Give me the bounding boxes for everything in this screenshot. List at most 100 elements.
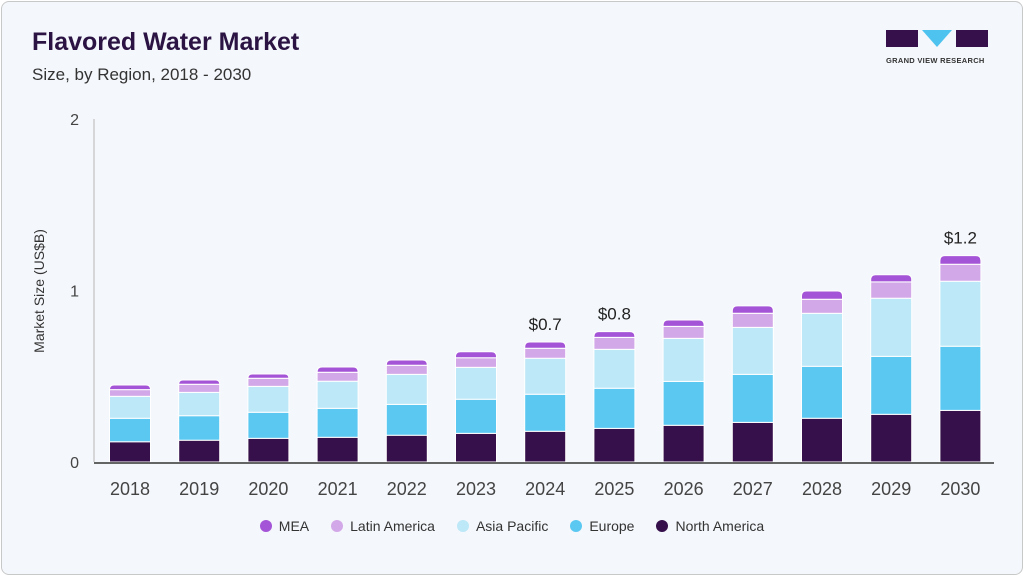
bar-segment-mea xyxy=(662,319,705,327)
bar-segment-europe xyxy=(455,398,497,434)
logo-mark-icon xyxy=(886,30,988,47)
bar-segment-asia-pacific xyxy=(524,357,567,395)
bar-segment-asia-pacific xyxy=(316,380,359,409)
bar-segment-mea xyxy=(247,373,290,379)
bar-segment-mea xyxy=(801,290,843,300)
bar-segment-latin-america xyxy=(455,357,497,368)
bar-segment-north-america xyxy=(524,430,567,463)
bar-segment-north-america xyxy=(247,437,290,463)
bar-segment-latin-america xyxy=(662,325,705,339)
bar-segment-north-america xyxy=(109,441,151,463)
bar-segment-asia-pacific xyxy=(385,373,428,405)
x-tick-label: 2022 xyxy=(387,479,427,499)
bar-segment-latin-america xyxy=(524,347,567,359)
legend-label: MEA xyxy=(278,518,310,534)
legend-item: North America xyxy=(656,518,764,534)
bar-segment-europe xyxy=(316,407,359,438)
legend-item: Latin America xyxy=(331,518,435,534)
legend: MEA Latin America Asia Pacific Europe North … xyxy=(2,518,1022,534)
x-tick-label: 2024 xyxy=(525,479,565,499)
bar-segment-latin-america xyxy=(385,364,428,375)
x-tick-label: 2029 xyxy=(871,479,911,499)
bar-segment-europe xyxy=(870,355,913,415)
logo-text: GRAND VIEW RESEARCH xyxy=(886,56,985,65)
bar-segment-latin-america xyxy=(801,298,843,314)
y-tick-label: 0 xyxy=(70,455,79,472)
grand-view-research-logo: GRAND VIEW RESEARCH xyxy=(886,30,988,65)
bar-segment-latin-america xyxy=(731,312,774,328)
bar-segment-latin-america xyxy=(593,336,636,350)
bar-segment-north-america xyxy=(316,436,359,463)
bar-segment-asia-pacific xyxy=(801,312,843,367)
bar-segment-asia-pacific xyxy=(247,385,290,413)
x-tick-label: 2023 xyxy=(456,479,496,499)
chart-subtitle: Size, by Region, 2018 - 2030 xyxy=(32,65,252,84)
x-tick-label: 2020 xyxy=(248,479,288,499)
legend-swatch-icon xyxy=(259,520,272,532)
bar-segment-mea xyxy=(870,274,913,283)
y-axis-title: Market Size (US$B) xyxy=(31,229,47,353)
bar-segment-mea xyxy=(385,359,428,366)
bar-segment-asia-pacific xyxy=(593,348,636,389)
legend-swatch-icon xyxy=(570,520,583,532)
x-tick-label: 2021 xyxy=(318,479,358,499)
bar-segment-latin-america xyxy=(247,377,290,387)
y-tick-label: 2 xyxy=(70,112,79,129)
bar-segment-europe xyxy=(939,345,982,411)
legend-label: North America xyxy=(675,518,765,534)
bar-segment-europe xyxy=(662,380,705,426)
x-tick-label: 2026 xyxy=(664,479,704,499)
bar-segment-asia-pacific xyxy=(870,297,913,357)
data-label: $0.7 xyxy=(529,315,562,334)
bar-segment-latin-america xyxy=(178,383,221,393)
x-tick-label: 2018 xyxy=(110,479,150,499)
bar-segment-mea xyxy=(593,331,636,338)
bar-segment-mea xyxy=(731,305,774,314)
bar-segment-asia-pacific xyxy=(662,337,705,382)
x-tick-label: 2025 xyxy=(594,479,634,499)
data-label: $1.2 xyxy=(944,229,977,248)
bar-segment-latin-america xyxy=(870,281,913,299)
bar-segment-north-america xyxy=(455,432,497,463)
bar-segment-asia-pacific xyxy=(939,280,982,347)
x-tick-label: 2027 xyxy=(733,479,773,499)
bar-segment-europe xyxy=(109,417,151,443)
bar-segment-north-america xyxy=(801,417,843,463)
x-tick-label: 2019 xyxy=(179,479,219,499)
legend-label: Asia Pacific xyxy=(475,518,549,534)
legend-swatch-icon xyxy=(656,520,669,532)
bar-segment-europe xyxy=(385,403,428,436)
data-label: $0.8 xyxy=(598,305,631,324)
bar-segment-north-america xyxy=(178,439,221,463)
bar-segment-mea xyxy=(524,341,567,349)
y-tick-label: 1 xyxy=(70,284,79,301)
bar-segment-europe xyxy=(178,415,221,441)
bar-segment-mea xyxy=(939,255,982,265)
bar-segment-north-america xyxy=(662,424,705,463)
bar-segment-north-america xyxy=(731,421,774,463)
legend-item: Europe xyxy=(570,518,634,534)
legend-swatch-icon xyxy=(331,520,344,532)
bar-segment-asia-pacific xyxy=(731,326,774,375)
bar-segment-north-america xyxy=(939,409,982,463)
bar-segment-mea xyxy=(316,366,359,373)
legend-label: Latin America xyxy=(350,518,435,534)
bar-segment-north-america xyxy=(593,427,636,463)
bar-segment-north-america xyxy=(870,413,913,463)
x-tick-label: 2030 xyxy=(940,479,980,499)
legend-swatch-icon xyxy=(456,520,469,532)
bar-segment-mea xyxy=(178,379,221,385)
bar-segment-asia-pacific xyxy=(178,391,221,417)
bar-segment-north-america xyxy=(385,434,428,463)
x-tick-label: 2028 xyxy=(802,479,842,499)
bar-segment-mea xyxy=(108,384,152,391)
legend-label: Europe xyxy=(589,518,635,534)
legend-item: MEA xyxy=(259,518,310,534)
bar-segment-latin-america xyxy=(939,263,982,282)
bar-segment-asia-pacific xyxy=(455,366,497,400)
bar-segment-asia-pacific xyxy=(109,395,151,419)
bar-segment-europe xyxy=(524,393,567,432)
legend-item: Asia Pacific xyxy=(456,518,549,534)
bar-segment-europe xyxy=(247,411,290,439)
